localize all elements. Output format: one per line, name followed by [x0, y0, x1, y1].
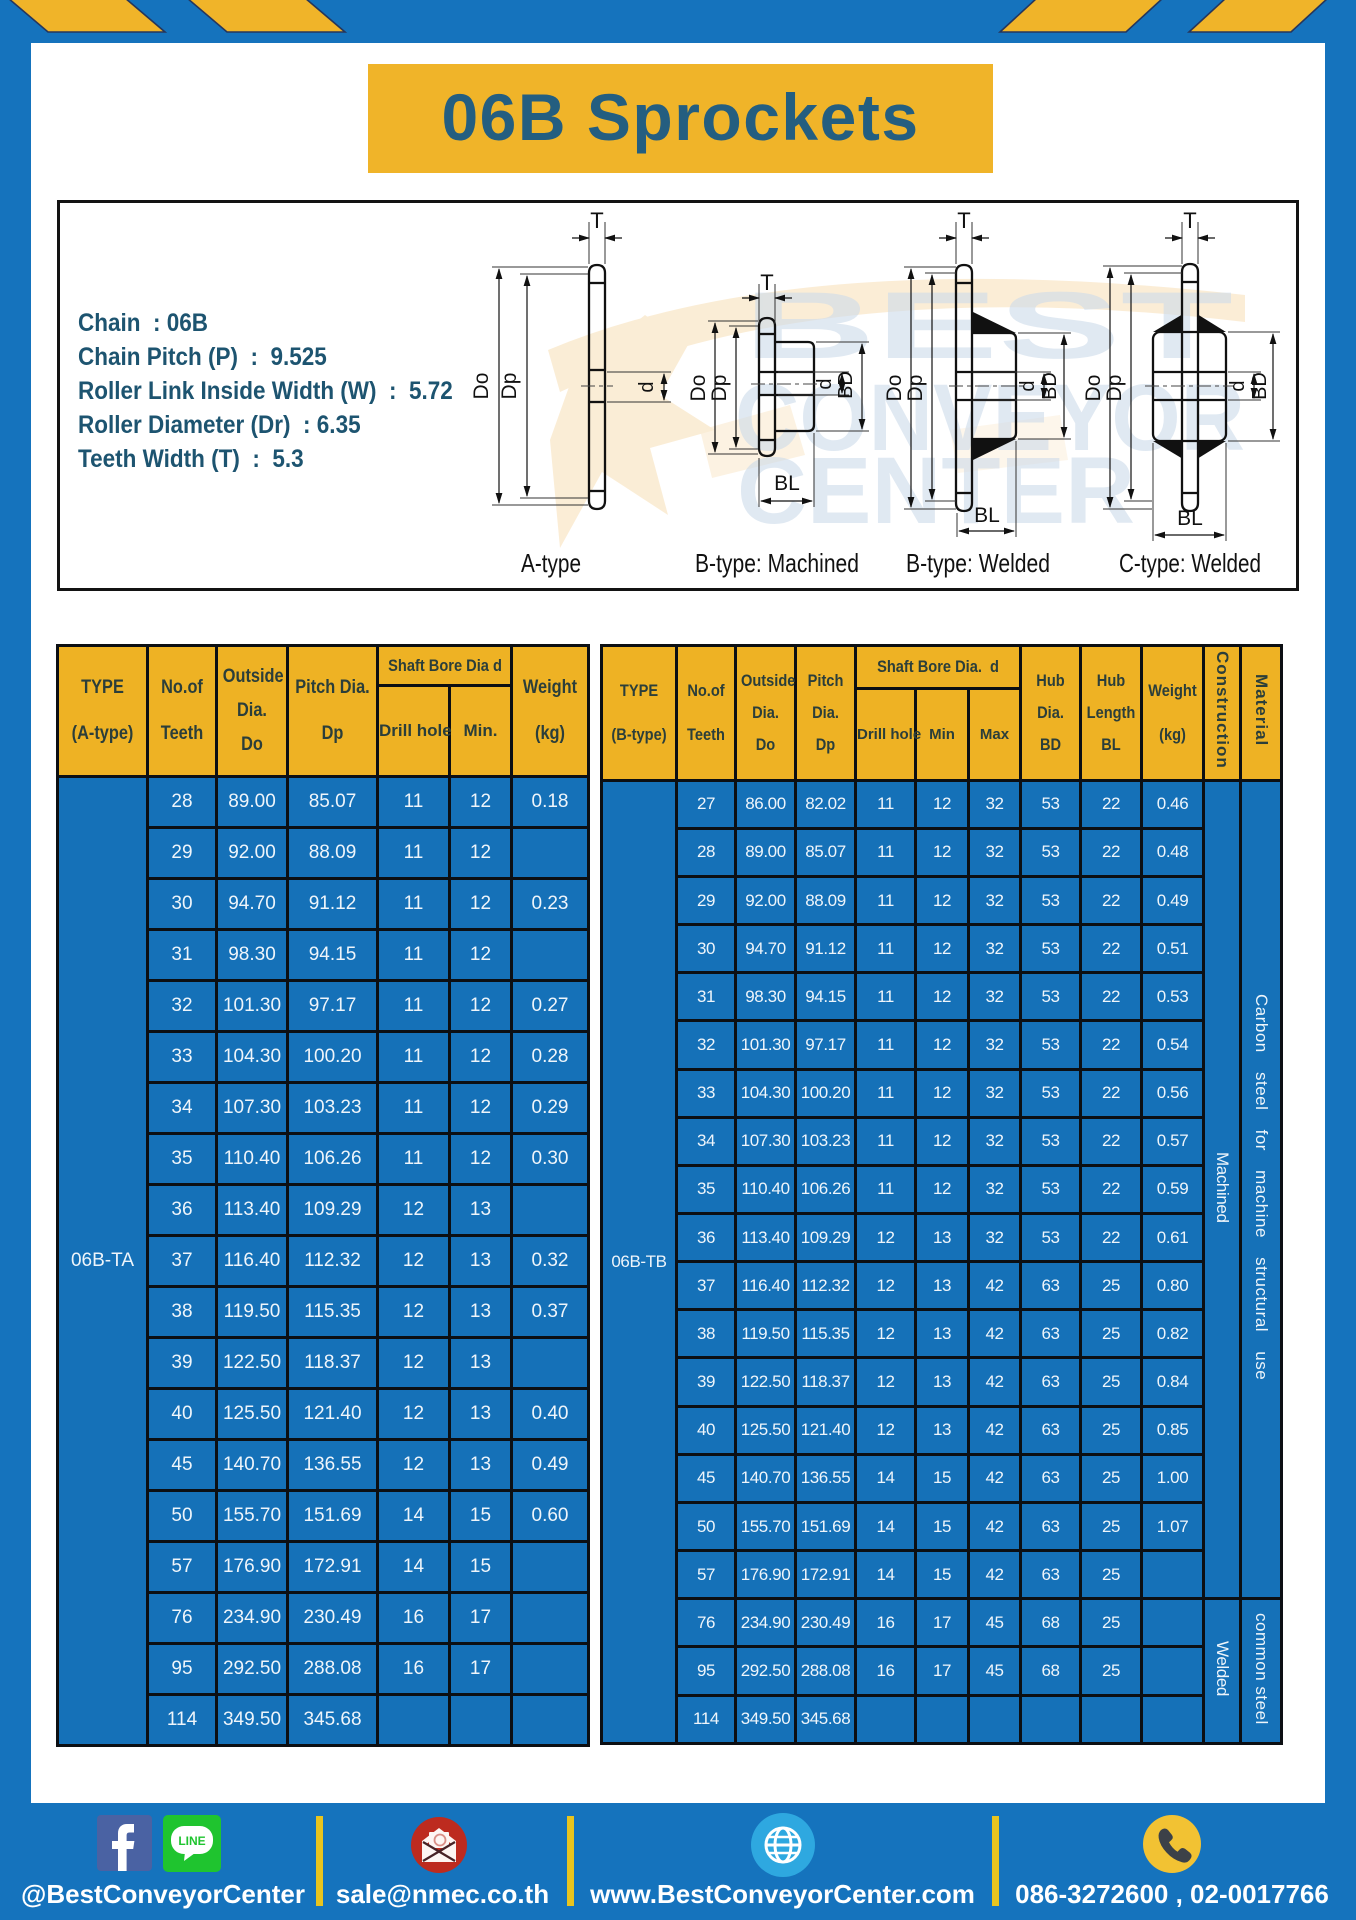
svg-text:BL: BL	[1177, 507, 1203, 530]
svg-text:BD: BD	[1249, 372, 1271, 400]
svg-text:Dp: Dp	[904, 375, 927, 402]
svg-text:C-type: Welded: C-type: Welded	[1119, 548, 1261, 578]
svg-text:BL: BL	[774, 472, 800, 495]
svg-text:d: d	[814, 378, 836, 389]
svg-text:Do: Do	[883, 375, 906, 402]
svg-text:T: T	[590, 208, 603, 233]
svg-text:Dp: Dp	[498, 373, 521, 400]
svg-text:Do: Do	[470, 373, 493, 400]
svg-text:CENTER: CENTER	[737, 438, 1135, 544]
svg-text:BL: BL	[974, 504, 1000, 527]
svg-text:d: d	[1017, 380, 1039, 391]
svg-text:Dp: Dp	[708, 375, 731, 402]
svg-text:T: T	[1183, 208, 1196, 233]
svg-text:d: d	[636, 381, 658, 392]
svg-text:d: d	[1227, 380, 1249, 391]
svg-text:Do: Do	[1082, 375, 1105, 402]
svg-text:CONVEYOR: CONVEYOR	[735, 365, 1245, 471]
svg-text:A-type: A-type	[521, 548, 581, 578]
svg-text:Dp: Dp	[1103, 375, 1126, 402]
svg-text:Do: Do	[687, 375, 710, 402]
svg-text:T: T	[957, 208, 970, 233]
svg-text:T: T	[760, 270, 773, 295]
svg-text:BD: BD	[835, 371, 857, 399]
svg-text:B-type: Welded: B-type: Welded	[906, 548, 1050, 578]
svg-text:LINE: LINE	[178, 1834, 205, 1848]
svg-text:BD: BD	[1039, 372, 1061, 400]
svg-text:B-type: Machined: B-type: Machined	[695, 548, 859, 578]
